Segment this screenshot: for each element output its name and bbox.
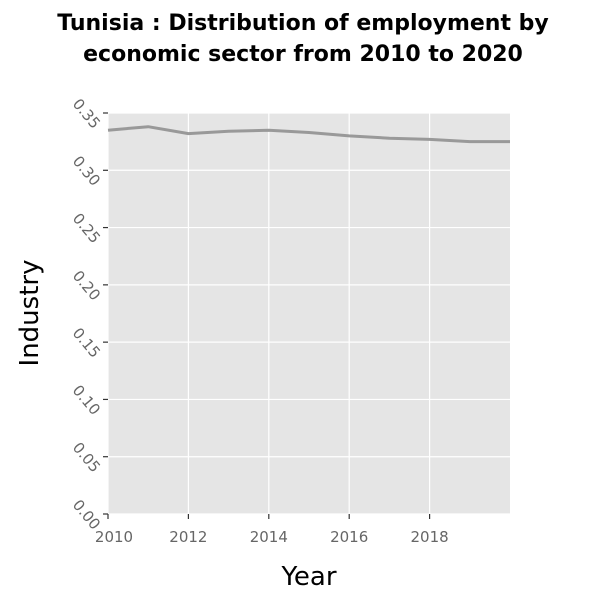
y-axis: 0.000.050.100.150.200.250.300.35 — [69, 95, 108, 533]
gridlines — [107, 112, 510, 515]
x-tick-label: 2016 — [330, 528, 368, 546]
x-tick-label: 2012 — [169, 528, 207, 546]
x-tick-label: 2018 — [411, 528, 449, 546]
x-axis-label: Year — [280, 562, 336, 592]
chart-title-line-2: economic sector from 2010 to 2020 — [83, 42, 523, 67]
x-tick-label: 2010 — [95, 528, 133, 546]
series-layer — [107, 125, 510, 144]
y-tick-label: 0.20 — [69, 267, 104, 304]
plot-panel — [108, 113, 510, 514]
y-tick-label: 0.35 — [69, 95, 104, 132]
y-tick-label: 0.10 — [69, 382, 104, 419]
x-axis: 2010 2012 2014 2016 2018 — [95, 514, 449, 546]
y-tick-label: 0.30 — [69, 152, 104, 189]
x-tick-label: 2014 — [250, 528, 288, 546]
chart-title-line-1: Tunisia : Distribution of employment by — [57, 11, 548, 36]
y-tick-label: 0.05 — [69, 439, 104, 476]
y-axis-label: Industry — [15, 260, 45, 367]
y-tick-label: 0.25 — [69, 210, 104, 247]
y-tick-label: 0.15 — [69, 324, 104, 361]
series-line — [107, 125, 510, 144]
